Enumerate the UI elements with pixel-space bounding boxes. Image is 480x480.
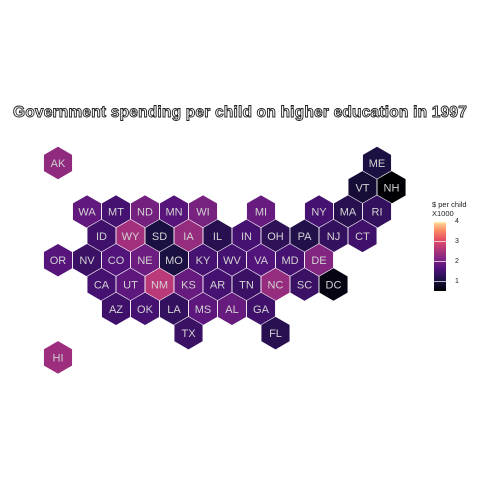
state-tile-ny: NY xyxy=(304,194,334,229)
state-label-hi: HI xyxy=(53,352,64,364)
state-label-la: LA xyxy=(167,304,181,316)
state-label-in: IN xyxy=(241,231,252,243)
legend-tick-label: 3 xyxy=(455,237,459,245)
state-label-nh: NH xyxy=(384,182,400,194)
state-tile-ct: CT xyxy=(347,218,378,253)
state-label-ca: CA xyxy=(94,280,110,292)
state-label-ri: RI xyxy=(372,207,383,219)
state-label-pa: PA xyxy=(298,231,313,243)
state-label-nc: NC xyxy=(268,280,284,292)
state-tile-ne: NE xyxy=(130,243,160,278)
state-tile-mo: MO xyxy=(159,243,189,278)
state-label-md: MD xyxy=(281,255,298,267)
state-tile-or: OR xyxy=(43,243,73,278)
map-title: Government spending per child on higher … xyxy=(12,104,468,122)
state-tile-sc: SC xyxy=(289,267,320,302)
state-tile-co: CO xyxy=(101,243,131,278)
state-tile-hi: HI xyxy=(43,340,73,375)
state-label-ak: AK xyxy=(51,158,66,170)
state-label-mn: MN xyxy=(165,207,182,219)
state-tile-la: LA xyxy=(159,291,189,326)
state-label-fl: FL xyxy=(269,328,282,340)
state-tile-nm: NM xyxy=(144,267,175,302)
state-label-nd: ND xyxy=(137,207,153,219)
state-label-dc: DC xyxy=(326,280,342,292)
legend-tick-label: 1 xyxy=(455,277,459,285)
state-label-or: OR xyxy=(50,255,67,267)
state-label-mt: MT xyxy=(108,207,124,219)
state-label-ny: NY xyxy=(311,207,327,219)
legend-tick-mark xyxy=(434,281,446,282)
state-label-tn: TN xyxy=(239,280,254,292)
state-hex-ct xyxy=(347,218,378,253)
color-legend: $ per child X1000 4 3 2 1 xyxy=(432,200,480,300)
state-label-ia: IA xyxy=(183,231,194,243)
state-tile-nh: NH xyxy=(376,170,407,205)
state-tile-wa: WA xyxy=(72,194,102,229)
state-label-nm: NM xyxy=(151,280,168,292)
state-label-wi: WI xyxy=(196,207,209,219)
legend-tick-mark xyxy=(434,221,446,222)
legend-tick-label: 2 xyxy=(455,257,459,265)
legend-tick-mark xyxy=(434,261,446,262)
state-label-me: ME xyxy=(369,158,386,170)
state-tile-nd: ND xyxy=(130,194,160,229)
state-label-wv: WV xyxy=(223,255,241,267)
legend-title-line2: X1000 xyxy=(432,209,454,218)
state-tile-ks: KS xyxy=(173,267,204,302)
state-tile-pa: PA xyxy=(289,218,320,253)
state-tile-ok: OK xyxy=(130,291,160,326)
state-label-mi: MI xyxy=(255,207,267,219)
state-label-va: VA xyxy=(254,255,269,267)
state-tile-md: MD xyxy=(275,243,305,278)
state-label-tx: TX xyxy=(181,328,196,340)
state-label-ma: MA xyxy=(340,207,357,219)
state-hex-dc xyxy=(318,267,349,302)
state-hex-hi xyxy=(43,340,73,375)
state-label-az: AZ xyxy=(109,304,123,316)
state-label-nj: NJ xyxy=(327,231,340,243)
state-label-ar: AR xyxy=(210,280,225,292)
state-label-ga: GA xyxy=(253,304,270,316)
state-label-sc: SC xyxy=(297,280,312,292)
state-tile-al: AL xyxy=(217,291,247,326)
state-hex-tx xyxy=(173,316,204,351)
state-label-mo: MO xyxy=(165,255,183,267)
state-tile-nc: NC xyxy=(260,267,291,302)
legend-colorbar xyxy=(434,221,446,291)
state-label-nv: NV xyxy=(79,255,95,267)
state-tile-fl: FL xyxy=(260,316,291,351)
legend-tick-label: 4 xyxy=(455,217,459,225)
state-tile-mt: MT xyxy=(101,194,131,229)
state-label-ct: CT xyxy=(355,231,370,243)
state-label-vt: VT xyxy=(355,182,369,194)
state-label-ky: KY xyxy=(196,255,211,267)
state-tile-vt: VT xyxy=(347,170,378,205)
state-label-ne: NE xyxy=(137,255,152,267)
state-tile-dc: DC xyxy=(318,267,349,302)
state-label-ms: MS xyxy=(195,304,212,316)
state-label-al: AL xyxy=(225,304,238,316)
state-label-il: IL xyxy=(213,231,222,243)
state-tile-ak: AK xyxy=(43,146,73,180)
state-label-ok: OK xyxy=(137,304,154,316)
state-label-wy: WY xyxy=(122,231,140,243)
state-label-sd: SD xyxy=(152,231,167,243)
state-hex-fl xyxy=(260,316,291,351)
state-tile-ms: MS xyxy=(188,291,218,326)
state-hex-ak xyxy=(43,146,73,180)
state-tile-wi: WI xyxy=(188,194,218,229)
state-tile-ca: CA xyxy=(86,267,117,302)
legend-tick-mark xyxy=(434,241,446,242)
state-label-oh: OH xyxy=(267,231,284,243)
legend-title-line1: $ per child xyxy=(432,200,467,209)
state-label-co: CO xyxy=(108,255,125,267)
state-label-id: ID xyxy=(96,231,107,243)
state-label-ut: UT xyxy=(123,280,138,292)
state-tile-tx: TX xyxy=(173,316,204,351)
state-label-de: DE xyxy=(311,255,326,267)
state-label-ks: KS xyxy=(181,280,196,292)
state-label-wa: WA xyxy=(78,207,96,219)
